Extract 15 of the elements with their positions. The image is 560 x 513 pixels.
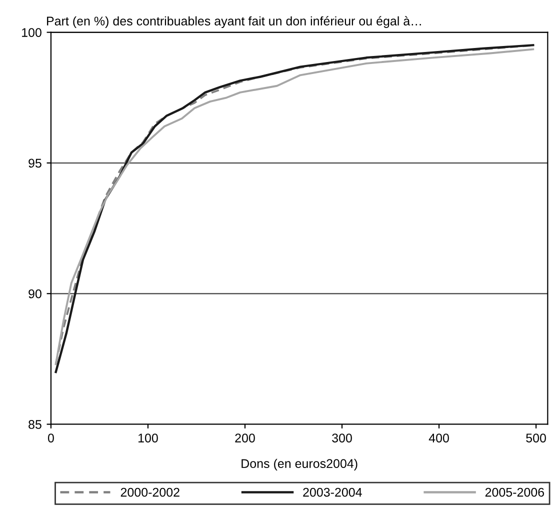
x-tick-label: 300 [332, 434, 352, 442]
y-tick-label: 90 [28, 289, 42, 298]
x-tick-label: 400 [428, 434, 449, 442]
chart-title: Part (en %) des contribuables ayant fait un don inférieur ou égal à… [47, 16, 421, 28]
legend-label: 2005-2006 [485, 488, 544, 497]
x-tick-label: 500 [526, 434, 546, 442]
x-axis-title: Dons (en euros2004) [242, 458, 358, 470]
y-tick-label: 100 [22, 28, 42, 37]
y-tick-label: 95 [28, 158, 42, 168]
x-tick-label: 100 [138, 434, 158, 442]
x-tick-label: 200 [235, 434, 255, 442]
legend-label: 2003-2004 [303, 488, 362, 497]
y-tick-label: 85 [28, 420, 42, 429]
x-tick-label: 0 [48, 434, 54, 442]
legend-label: 2000-2002 [120, 488, 180, 497]
